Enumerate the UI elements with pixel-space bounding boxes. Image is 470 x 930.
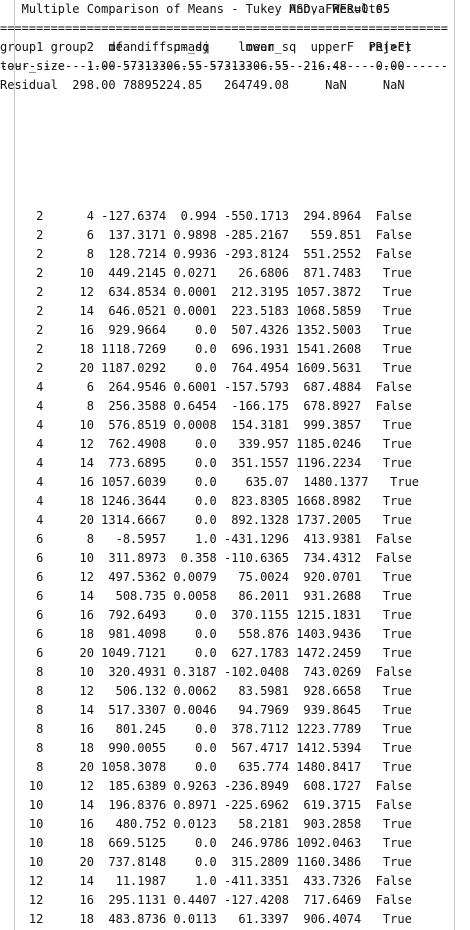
tukey-row: 2 6 137.3171 0.9898 -285.2167 559.851 Fa…	[0, 228, 412, 242]
tukey-row: 2 4 -127.6374 0.994 -550.1713 294.8964 F…	[0, 209, 412, 223]
tukey-row: 10 20 737.8148 0.0 315.2809 1160.3486 Tr…	[0, 855, 412, 869]
tukey-row: 8 10 320.4931 0.3187 -102.0408 743.0269 …	[0, 665, 412, 679]
anova-output: Anova Results: df sum_sq mean_sq F PR(>F…	[0, 0, 412, 95]
tukey-row: 2 14 646.0521 0.0001 223.5183 1068.5859 …	[0, 304, 412, 318]
tukey-row: 4 10 576.8519 0.0008 154.3181 999.3857 T…	[0, 418, 412, 432]
tukey-row: 6 14 508.735 0.0058 86.2011 931.2688 Tru…	[0, 589, 412, 603]
tukey-row: 12 14 11.1987 1.0 -411.3351 433.7326 Fal…	[0, 874, 412, 888]
tukey-row: 8 12 506.132 0.0062 83.5981 928.6658 Tru…	[0, 684, 412, 698]
tukey-row: 6 12 497.5362 0.0079 75.0024 920.0701 Tr…	[0, 570, 412, 584]
tukey-row: 4 14 773.6895 0.0 351.1557 1196.2234 Tru…	[0, 456, 412, 470]
tukey-row: 4 16 1057.6039 0.0 635.07 1480.1377 True	[0, 475, 420, 489]
tukey-row: 4 18 1246.3644 0.0 823.8305 1668.8982 Tr…	[0, 494, 412, 508]
tukey-row: 6 8 -8.5957 1.0 -431.1296 413.9381 False	[0, 532, 412, 546]
tukey-row: 10 16 480.752 0.0123 58.2181 903.2858 Tr…	[0, 817, 412, 831]
tukey-row: 8 16 801.245 0.0 378.7112 1223.7789 True	[0, 722, 412, 736]
tukey-results-table: 2 4 -127.6374 0.994 -550.1713 294.8964 F…	[0, 207, 419, 929]
tukey-row: 4 12 762.4908 0.0 339.957 1185.0246 True	[0, 437, 412, 451]
tukey-row: 2 8 128.7214 0.9936 -293.8124 551.2552 F…	[0, 247, 412, 261]
tukey-row: 10 14 196.8376 0.8971 -225.6962 619.3715…	[0, 798, 412, 812]
tukey-row: 8 14 517.3307 0.0046 94.7969 939.8645 Tr…	[0, 703, 412, 717]
tukey-title: Multiple Comparison of Means - Tukey HSD…	[0, 2, 391, 16]
anova-title: Anova Results:	[0, 2, 391, 16]
tukey-row: 4 8 256.3588 0.6454 -166.175 678.8927 Fa…	[0, 399, 412, 413]
anova-row-tour-size: tour_size 1.00 57313306.55 57313306.55 2…	[0, 59, 405, 73]
tukey-row: 2 16 929.9664 0.0 507.4326 1352.5003 Tru…	[0, 323, 412, 337]
tukey-row: 12 16 295.1131 0.4407 -127.4208 717.6469…	[0, 893, 412, 907]
tukey-table-header: group1 group2 meandiff p-adj lower upper…	[0, 40, 412, 54]
anova-row-residual: Residual 298.00 78895224.85 264749.08 Na…	[0, 78, 405, 92]
tukey-row: 2 10 449.2145 0.0271 26.6806 871.7483 Tr…	[0, 266, 412, 280]
tukey-row: 6 16 792.6493 0.0 370.1155 1215.1831 Tru…	[0, 608, 412, 622]
tukey-row: 6 20 1049.7121 0.0 627.1783 1472.2459 Tr…	[0, 646, 412, 660]
right-scroll-edge	[454, 0, 455, 930]
tukey-row: 2 18 1118.7269 0.0 696.1931 1541.2608 Tr…	[0, 342, 412, 356]
tukey-dash-rule: ----------------------------------------…	[0, 59, 448, 73]
tukey-row: 2 12 634.8534 0.0001 212.3195 1057.3872 …	[0, 285, 412, 299]
tukey-row: 10 18 669.5125 0.0 246.9786 1092.0463 Tr…	[0, 836, 412, 850]
tukey-row: 4 6 264.9546 0.6001 -157.5793 687.4884 F…	[0, 380, 412, 394]
tukey-row: 8 18 990.0055 0.0 567.4717 1412.5394 Tru…	[0, 741, 412, 755]
tukey-row: 2 20 1187.0292 0.0 764.4954 1609.5631 Tr…	[0, 361, 412, 375]
tukey-double-rule: ========================================…	[0, 21, 448, 35]
left-gutter-line	[14, 0, 15, 930]
tukey-row: 8 20 1058.3078 0.0 635.774 1480.8417 Tru…	[0, 760, 412, 774]
tukey-output: Multiple Comparison of Means - Tukey HSD…	[0, 0, 448, 76]
tukey-row: 12 18 483.8736 0.0113 61.3397 906.4074 T…	[0, 912, 412, 926]
tukey-row: 10 12 185.6389 0.9263 -236.8949 608.1727…	[0, 779, 412, 793]
tukey-row: 4 20 1314.6667 0.0 892.1328 1737.2005 Tr…	[0, 513, 412, 527]
tukey-row: 6 10 311.8973 0.358 -110.6365 734.4312 F…	[0, 551, 412, 565]
anova-table-header: df sum_sq mean_sq F PR(>F)	[0, 40, 412, 54]
tukey-row: 6 18 981.4098 0.0 558.876 1403.9436 True	[0, 627, 412, 641]
